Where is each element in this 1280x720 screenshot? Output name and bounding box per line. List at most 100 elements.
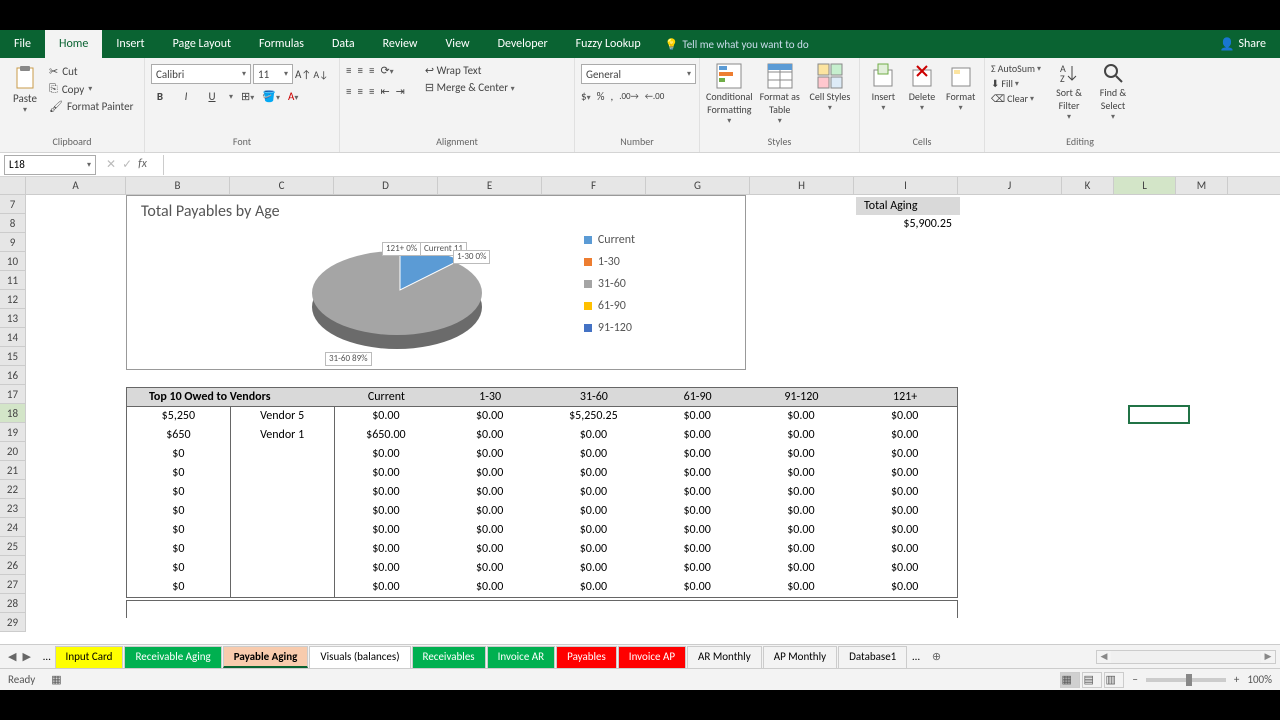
fill-button[interactable]: ⬇ Fill ▾	[991, 77, 1041, 90]
chart-title: Total Payables by Age	[127, 196, 745, 227]
percent-button[interactable]: %	[597, 90, 605, 103]
new-sheet-button[interactable]: ⊕	[924, 650, 949, 663]
page-layout-view-button[interactable]: ▤	[1082, 672, 1102, 688]
formula-bar: L18▾ ✕ ✓ fx	[0, 153, 1280, 177]
sheet-tabs-bar: ◀ ▶ … Input CardReceivable AgingPayable …	[0, 644, 1280, 668]
sheet-tab[interactable]: Invoice AR	[487, 646, 556, 668]
tab-review[interactable]: Review	[369, 30, 432, 58]
align-top-icon[interactable]: ≡	[346, 64, 351, 77]
svg-text:Z: Z	[1060, 72, 1065, 85]
format-painter-button[interactable]: 🖌Format Painter	[48, 99, 134, 114]
tab-view[interactable]: View	[432, 30, 484, 58]
underline-button[interactable]: U	[203, 90, 221, 103]
find-select-button[interactable]: Find & Select▾	[1093, 62, 1133, 122]
sheet-tab[interactable]: Payable Aging	[223, 646, 309, 668]
increase-indent-icon[interactable]: ⇥	[396, 85, 405, 98]
cut-button[interactable]: ✂Cut	[48, 64, 134, 79]
clear-button[interactable]: ⌫ Clear ▾	[991, 92, 1041, 105]
decrease-indent-icon[interactable]: ⇤	[380, 85, 389, 98]
sheet-tab[interactable]: Payables	[556, 646, 617, 668]
align-left-icon[interactable]: ≡	[346, 85, 351, 98]
sheet-tab[interactable]: AP Monthly	[763, 646, 837, 668]
pie-chart[interactable]: Total Payables by Age 121+ 0% Current 11…	[126, 195, 746, 370]
sigma-icon: Σ	[991, 62, 996, 75]
tab-page-layout[interactable]: Page Layout	[159, 30, 245, 58]
tab-file[interactable]: File	[0, 30, 45, 58]
autosum-button[interactable]: Σ AutoSum ▾	[991, 62, 1041, 75]
ribbon: Paste ▾ ✂Cut ⎘Copy ▾ 🖌Format Painter Cli…	[0, 58, 1280, 153]
font-color-button[interactable]: A▾	[288, 90, 298, 103]
format-as-table-button[interactable]: Format as Table▾	[757, 62, 803, 126]
tab-overflow-icon[interactable]: …	[39, 650, 55, 663]
paste-button[interactable]: Paste ▾	[6, 60, 44, 115]
insert-cells-button[interactable]: Insert▾	[866, 62, 901, 113]
wrap-icon: ↩	[425, 64, 434, 77]
merge-center-button[interactable]: ⊟ Merge & Center ▾	[425, 81, 515, 94]
normal-view-button[interactable]: ▦	[1060, 672, 1080, 688]
status-ready: Ready	[8, 673, 35, 686]
number-format-select[interactable]: General▾	[581, 64, 696, 84]
align-middle-icon[interactable]: ≡	[357, 64, 362, 77]
align-center-icon[interactable]: ≡	[357, 85, 362, 98]
editing-group-label: Editing	[991, 135, 1169, 150]
font-name-select[interactable]: Calibri▾	[151, 64, 251, 84]
pie-label-3160: 31-60 89%	[325, 352, 372, 366]
tab-data[interactable]: Data	[318, 30, 369, 58]
sheet-tab[interactable]: Invoice AP	[618, 646, 686, 668]
total-aging-value: $5,900.25	[856, 215, 960, 233]
bold-button[interactable]: B	[151, 90, 169, 103]
tab-overflow-icon[interactable]: …	[908, 650, 924, 663]
align-right-icon[interactable]: ≡	[369, 85, 374, 98]
orientation-icon[interactable]: ⟳▾	[380, 64, 393, 77]
formula-input[interactable]	[163, 155, 1280, 175]
font-size-select[interactable]: 11▾	[253, 64, 293, 84]
sheet-tab[interactable]: Input Card	[55, 646, 124, 668]
tab-nav-next-icon[interactable]: ▶	[22, 650, 30, 663]
tab-insert[interactable]: Insert	[102, 30, 158, 58]
fx-icon[interactable]: fx	[138, 157, 153, 172]
align-bottom-icon[interactable]: ≡	[369, 64, 374, 77]
sheet-tab[interactable]: Database1	[838, 646, 907, 668]
wrap-text-button[interactable]: ↩ Wrap Text	[425, 64, 515, 77]
copy-button[interactable]: ⎘Copy ▾	[48, 81, 134, 97]
enter-formula-icon[interactable]: ✓	[122, 157, 132, 172]
share-button[interactable]: 👤 Share	[1205, 37, 1280, 52]
zoom-in-button[interactable]: +	[1234, 673, 1239, 686]
increase-font-icon[interactable]: A↑	[295, 68, 311, 81]
worksheet[interactable]: ABCDEFGHIJKLM 78910111213141516171819202…	[0, 177, 1280, 637]
border-button[interactable]: ⊞▾	[241, 90, 254, 103]
decrease-font-icon[interactable]: A↓	[313, 68, 328, 81]
sheet-tab[interactable]: Receivables	[412, 646, 486, 668]
pie-label-121: 121+ 0%	[382, 242, 421, 256]
decrease-decimal-button[interactable]: ←.00	[645, 91, 665, 102]
zoom-slider[interactable]	[1146, 678, 1226, 682]
zoom-out-button[interactable]: −	[1132, 673, 1137, 686]
format-cells-button[interactable]: Format▾	[943, 62, 978, 113]
eraser-icon: ⌫	[991, 92, 1005, 105]
tab-home[interactable]: Home	[45, 30, 102, 58]
italic-button[interactable]: I	[177, 90, 195, 103]
delete-cells-button[interactable]: Delete▾	[905, 62, 940, 113]
conditional-formatting-button[interactable]: Conditional Formatting▾	[706, 62, 753, 126]
horizontal-scrollbar[interactable]: ◀▶	[1096, 650, 1276, 664]
comma-button[interactable]: ,	[610, 90, 613, 103]
cancel-formula-icon[interactable]: ✕	[106, 157, 116, 172]
sheet-tab[interactable]: Visuals (balances)	[309, 646, 410, 668]
page-break-view-button[interactable]: ▥	[1104, 672, 1124, 688]
tab-developer[interactable]: Developer	[484, 30, 562, 58]
tab-formulas[interactable]: Formulas	[245, 30, 318, 58]
cell-styles-button[interactable]: Cell Styles▾	[807, 62, 853, 126]
tab-nav-prev-icon[interactable]: ◀	[8, 650, 16, 663]
macro-record-icon[interactable]: ▦	[51, 673, 61, 686]
merge-icon: ⊟	[425, 81, 434, 94]
currency-button[interactable]: $▾	[581, 90, 591, 103]
sort-filter-button[interactable]: AZ Sort & Filter▾	[1049, 62, 1089, 122]
tell-me-search[interactable]: 💡 Tell me what you want to do	[655, 38, 819, 51]
name-box[interactable]: L18▾	[4, 155, 96, 175]
cells-group-label: Cells	[866, 135, 978, 150]
fill-color-button[interactable]: 🪣▾	[262, 90, 280, 103]
sheet-tab[interactable]: Receivable Aging	[124, 646, 221, 668]
sheet-tab[interactable]: AR Monthly	[687, 646, 762, 668]
increase-decimal-button[interactable]: .00→	[619, 91, 639, 102]
tab-fuzzy-lookup[interactable]: Fuzzy Lookup	[562, 30, 655, 58]
